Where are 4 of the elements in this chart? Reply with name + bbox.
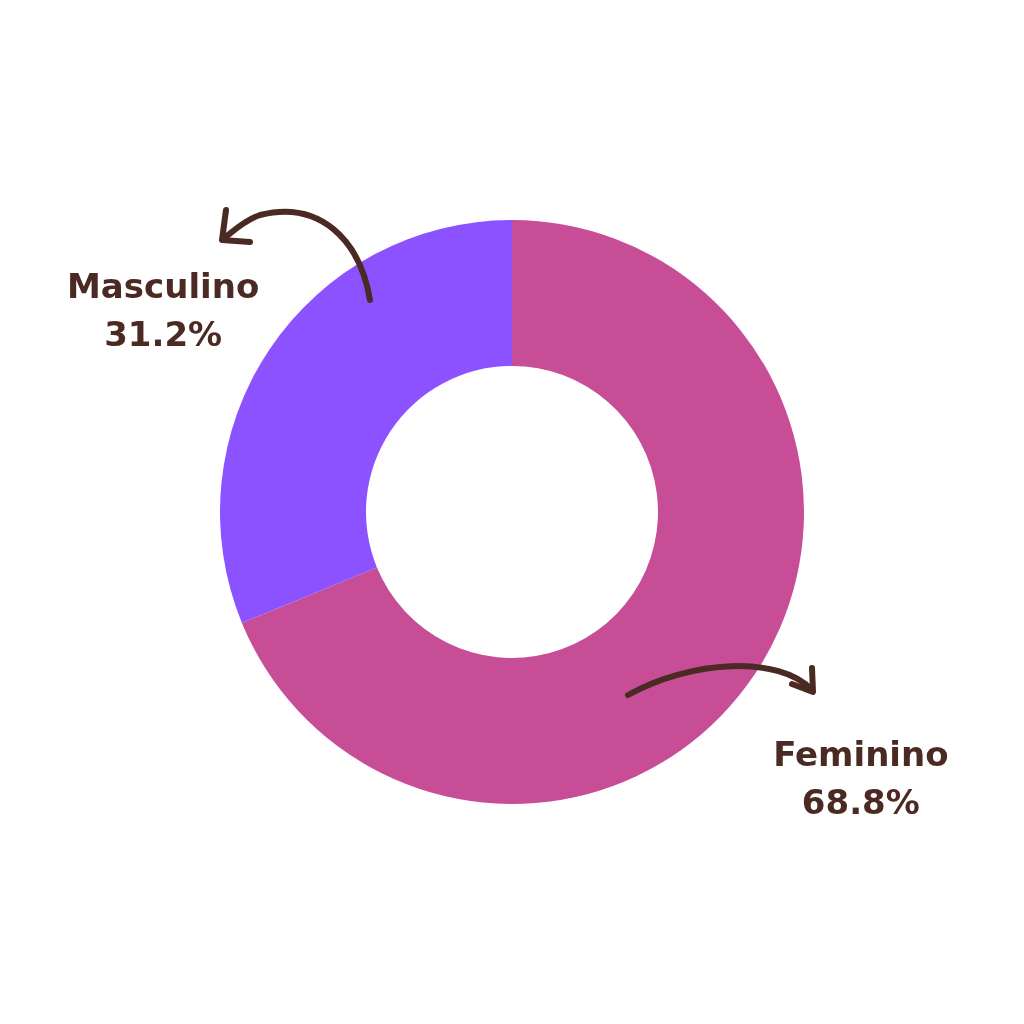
slice-label: Masculino [67,266,260,307]
slice-label: Feminino [773,733,949,774]
data-label: 31.2% [104,314,223,355]
data-label: 68.8% [801,781,920,822]
